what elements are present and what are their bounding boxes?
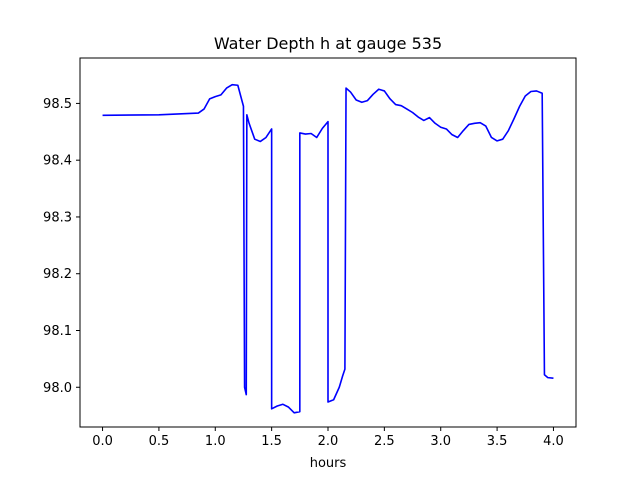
x-axis-title: hours xyxy=(310,456,347,471)
x-tick-label: 2.0 xyxy=(318,434,339,449)
chart-title: Water Depth h at gauge 535 xyxy=(214,34,442,53)
y-tick-label: 98.2 xyxy=(43,267,72,282)
x-tick-label: 0.0 xyxy=(92,434,113,449)
x-tick-label: 0.5 xyxy=(149,434,170,449)
series-layer xyxy=(102,83,554,414)
y-tick-label: 98.0 xyxy=(43,381,72,396)
x-tick-label: 3.0 xyxy=(430,434,451,449)
y-tick-label: 98.5 xyxy=(43,97,72,112)
y-tick-label: 98.3 xyxy=(43,210,72,225)
x-tick-label: 1.0 xyxy=(205,434,226,449)
y-axis-ticks: 98.0 98.1 98.2 98.3 98.4 98.5 xyxy=(43,97,80,396)
y-tick-label: 98.4 xyxy=(43,154,72,169)
series-line xyxy=(102,83,554,414)
x-axis-ticks: 0.0 0.5 1.0 1.5 2.0 2.5 3.0 3.5 4.0 xyxy=(92,427,564,449)
y-tick-label: 98.1 xyxy=(43,324,72,339)
x-tick-label: 4.0 xyxy=(543,434,564,449)
x-tick-label: 3.5 xyxy=(487,434,508,449)
x-tick-label: 2.5 xyxy=(374,434,395,449)
x-tick-label: 1.5 xyxy=(261,434,282,449)
